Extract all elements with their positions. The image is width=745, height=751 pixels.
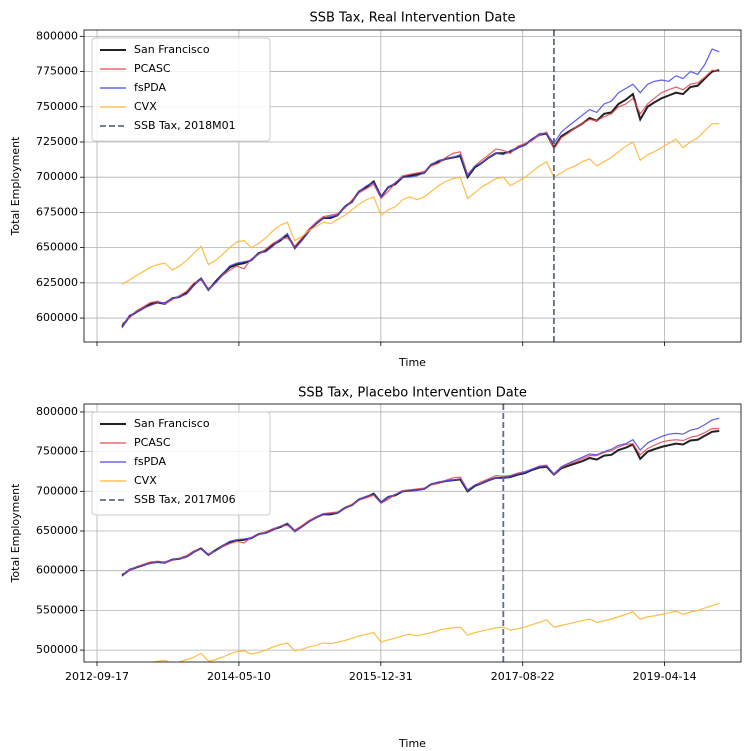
y-tick-label: 725000: [36, 135, 78, 148]
legend-label: PCASC: [134, 62, 171, 75]
legend-label: SSB Tax, 2017M06: [134, 493, 236, 506]
y-tick-label: 800000: [36, 405, 78, 418]
legend-label: CVX: [134, 474, 157, 487]
x-axis-label: Time: [398, 737, 426, 750]
y-tick-label: 750000: [36, 100, 78, 113]
y-tick-label: 700000: [36, 484, 78, 497]
chart-title: SSB Tax, Real Intervention Date: [310, 11, 516, 26]
axes-frame: [83, 29, 742, 343]
y-tick-label: 775000: [36, 65, 78, 78]
legend-label: fsPDA: [134, 455, 167, 468]
legend-label: San Francisco: [134, 43, 210, 56]
y-tick-label: 625000: [36, 276, 78, 289]
legend-label: San Francisco: [134, 417, 210, 430]
axes-frame: [83, 403, 742, 663]
legend-box: [91, 411, 271, 516]
x-tick-label: 2012-09-17: [65, 670, 129, 683]
y-tick-label: 600000: [36, 564, 78, 577]
x-axis-label: Time: [398, 356, 426, 369]
x-tick-label: 2014-05-10: [207, 670, 271, 683]
y-tick-label: 700000: [36, 170, 78, 183]
series-line: [121, 48, 720, 329]
y-tick-label: 650000: [36, 524, 78, 537]
x-tick-label: 2015-12-31: [349, 670, 413, 683]
x-tick-label: 2019-04-14: [633, 670, 697, 683]
series-line: [121, 123, 720, 285]
plot-area: [121, 48, 720, 329]
legend-label: CVX: [134, 100, 157, 113]
y-tick-label: 675000: [36, 205, 78, 218]
y-tick-label: 500000: [36, 643, 78, 656]
legend-label: PCASC: [134, 436, 171, 449]
y-tick-label: 750000: [36, 445, 78, 458]
chart-title: SSB Tax, Placebo Intervention Date: [298, 386, 527, 401]
legend-box: [91, 37, 271, 142]
series-line: [151, 602, 720, 662]
legend-label: fsPDA: [134, 81, 167, 94]
plot-area: [121, 417, 720, 662]
y-axis-label: Total Employment: [9, 136, 22, 237]
y-tick-label: 800000: [36, 29, 78, 42]
y-tick-label: 600000: [36, 311, 78, 324]
y-tick-label: 550000: [36, 603, 78, 616]
x-tick-label: 2017-08-22: [491, 670, 555, 683]
y-tick-label: 650000: [36, 241, 78, 254]
y-axis-label: Total Employment: [9, 483, 22, 584]
series-line: [121, 69, 720, 325]
legend-label: SSB Tax, 2018M01: [134, 119, 236, 132]
series-line: [121, 417, 720, 577]
